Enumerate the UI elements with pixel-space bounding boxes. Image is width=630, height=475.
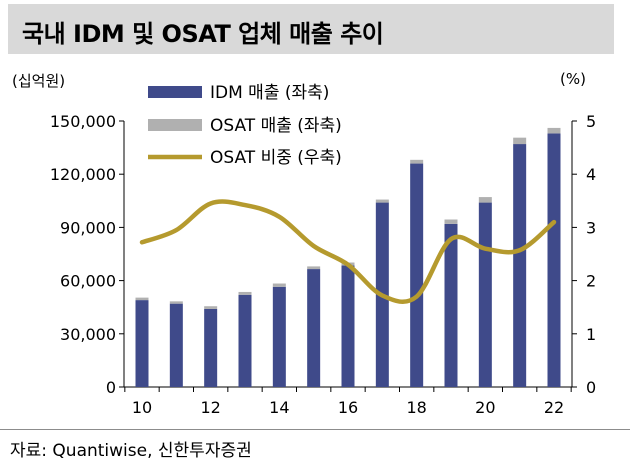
chart: 150,000120,00090,00060,00030,00005432101… — [50, 83, 596, 417]
idm-bar — [135, 300, 149, 387]
right-tick-label: 4 — [586, 165, 596, 184]
idm-bar — [307, 269, 321, 387]
x-tick-label: 20 — [475, 398, 495, 417]
idm-bar — [547, 133, 561, 387]
right-axis-unit: (%) — [560, 70, 586, 88]
idm-bar — [410, 163, 424, 387]
page-title: 국내 IDM 및 OSAT 업체 매출 추이 — [22, 20, 384, 48]
osat-bar — [169, 301, 183, 304]
left-tick-label: 0 — [106, 378, 116, 397]
x-tick-label: 22 — [544, 398, 564, 417]
legend-swatch — [148, 119, 202, 131]
right-tick-label: 2 — [586, 272, 596, 291]
left-tick-label: 120,000 — [50, 165, 116, 184]
legend-label: IDM 매출 (좌축) — [210, 83, 329, 103]
footer-divider — [0, 429, 630, 430]
osat-bar — [375, 199, 389, 203]
idm-bar — [341, 265, 355, 387]
right-tick-label: 5 — [586, 112, 596, 131]
x-tick-label: 18 — [406, 398, 426, 417]
x-tick-label: 14 — [269, 398, 289, 417]
osat-bar — [478, 197, 492, 203]
idm-bar — [169, 303, 183, 387]
x-tick-label: 10 — [132, 398, 152, 417]
osat-bar — [238, 291, 252, 295]
right-tick-label: 0 — [586, 378, 596, 397]
right-tick-label: 3 — [586, 218, 596, 237]
idm-bar — [204, 308, 218, 387]
idm-bar — [513, 144, 527, 387]
left-tick-label: 60,000 — [60, 272, 116, 291]
right-tick-label: 1 — [586, 325, 596, 344]
osat-bar — [307, 266, 321, 270]
osat-bar — [410, 159, 424, 164]
x-tick-label: 16 — [338, 398, 358, 417]
left-tick-label: 150,000 — [50, 112, 116, 131]
osat-ratio-line — [139, 199, 557, 305]
osat-bar — [204, 306, 218, 309]
osat-bar — [135, 297, 149, 301]
source-note: 자료: Quantiwise, 신한투자증권 — [10, 441, 252, 461]
left-tick-label: 90,000 — [60, 218, 116, 237]
title-bar: 국내 IDM 및 OSAT 업체 매출 추이 — [8, 4, 614, 54]
legend-label: OSAT 매출 (좌축) — [210, 116, 342, 136]
idm-bar — [444, 223, 458, 387]
idm-bar — [238, 294, 252, 387]
legend-label: OSAT 비중 (우축) — [210, 148, 342, 168]
legend-swatch — [148, 86, 202, 98]
idm-bar — [478, 202, 492, 387]
osat-bar — [547, 127, 561, 134]
osat-bar — [444, 219, 458, 224]
x-tick-label: 12 — [200, 398, 220, 417]
left-axis-unit: (십억원) — [12, 72, 66, 90]
osat-bar — [272, 283, 286, 287]
left-tick-label: 30,000 — [60, 325, 116, 344]
osat-bar — [513, 137, 527, 145]
idm-bar — [272, 286, 286, 387]
